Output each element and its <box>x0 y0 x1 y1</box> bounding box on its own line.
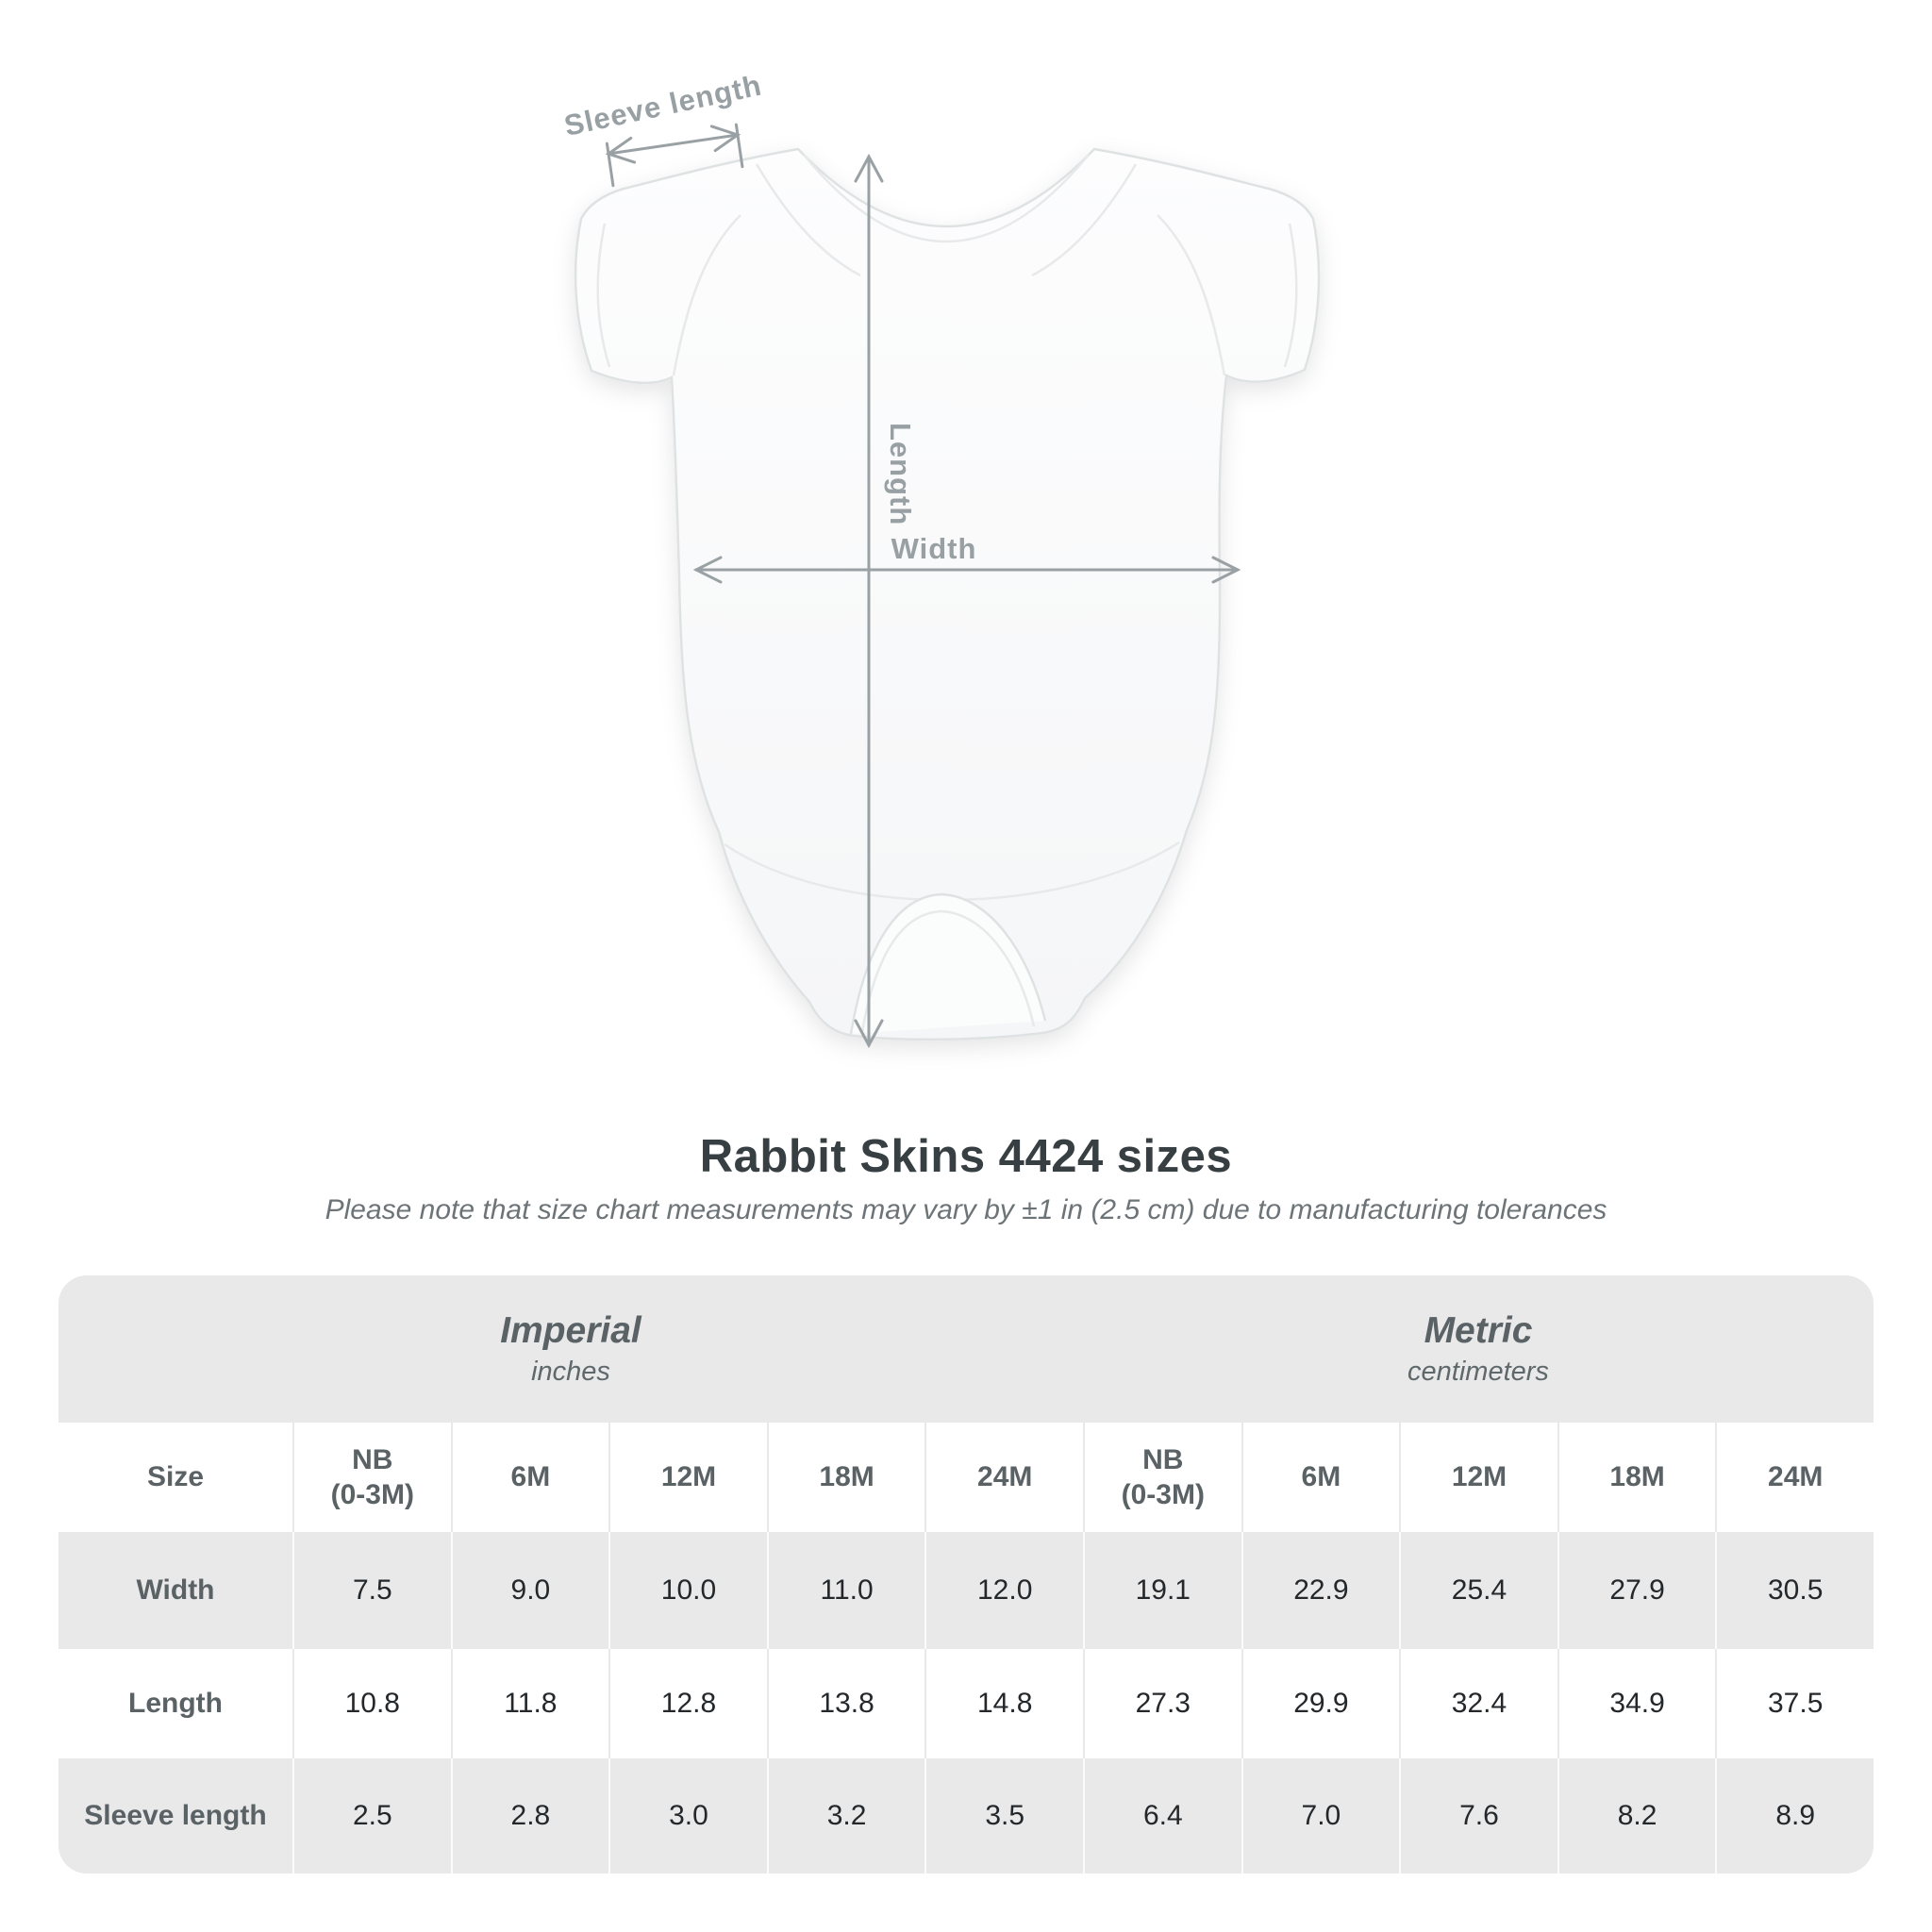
value-cell: 7.5 <box>292 1532 451 1649</box>
value-cell: 34.9 <box>1557 1649 1716 1758</box>
column-header: 18M <box>1557 1423 1716 1532</box>
width-annotation: Width <box>692 532 1241 584</box>
column-header: 6M <box>450 1423 609 1532</box>
column-header: 24M <box>1715 1423 1874 1532</box>
column-header: NB (0-3M) <box>1083 1423 1241 1532</box>
value-cell: 8.2 <box>1557 1758 1716 1874</box>
value-cell: 25.4 <box>1399 1532 1557 1649</box>
size-header: Size <box>58 1423 292 1532</box>
value-cell: 2.8 <box>450 1758 609 1874</box>
value-cell: 11.0 <box>766 1532 925 1649</box>
column-header: 24M <box>924 1423 1083 1532</box>
column-header: NB (0-3M) <box>292 1423 451 1532</box>
value-cell: 13.8 <box>766 1649 925 1758</box>
sleeve-length-label: Sleeve length <box>561 68 764 142</box>
value-cell: 3.5 <box>924 1758 1083 1874</box>
row-label: Width <box>58 1532 292 1649</box>
bodysuit-illustration <box>574 147 1321 1041</box>
column-header: 12M <box>1399 1423 1557 1532</box>
value-cell: 12.8 <box>608 1649 767 1758</box>
page-title: Rabbit Skins 4424 sizes <box>699 1131 1233 1182</box>
column-header: 12M <box>608 1423 767 1532</box>
value-cell: 9.0 <box>450 1532 609 1649</box>
units-header-metric: Metric centimeters <box>1083 1275 1874 1423</box>
value-cell: 3.2 <box>766 1758 925 1874</box>
value-cell: 8.9 <box>1715 1758 1874 1874</box>
section-name: Imperial <box>500 1310 641 1351</box>
column-header: 18M <box>766 1423 925 1532</box>
units-header-imperial: Imperial inches <box>58 1275 1083 1423</box>
length-annotation: Length <box>854 153 917 1049</box>
value-cell: 11.8 <box>450 1649 609 1758</box>
value-cell: 22.9 <box>1241 1532 1400 1649</box>
column-header: 6M <box>1241 1423 1400 1532</box>
value-cell: 27.3 <box>1083 1649 1241 1758</box>
value-cell: 27.9 <box>1557 1532 1716 1649</box>
value-cell: 12.0 <box>924 1532 1083 1649</box>
value-cell: 3.0 <box>608 1758 767 1874</box>
length-axis-label: Length <box>884 423 917 525</box>
section-unit: inches <box>531 1357 610 1387</box>
value-cell: 6.4 <box>1083 1758 1241 1874</box>
value-cell: 10.0 <box>608 1532 767 1649</box>
value-cell: 7.6 <box>1399 1758 1557 1874</box>
value-cell: 10.8 <box>292 1649 451 1758</box>
garment-diagram: Sleeve length Length Width <box>561 68 1321 1049</box>
value-cell: 19.1 <box>1083 1532 1241 1649</box>
width-axis-label: Width <box>891 532 977 565</box>
section-unit: centimeters <box>1407 1357 1549 1387</box>
tolerance-note: Please note that size chart measurements… <box>325 1194 1607 1225</box>
value-cell: 32.4 <box>1399 1649 1557 1758</box>
value-cell: 14.8 <box>924 1649 1083 1758</box>
section-name: Metric <box>1424 1310 1533 1351</box>
value-cell: 29.9 <box>1241 1649 1400 1758</box>
value-cell: 30.5 <box>1715 1532 1874 1649</box>
row-label: Length <box>58 1649 292 1758</box>
value-cell: 2.5 <box>292 1758 451 1874</box>
value-cell: 7.0 <box>1241 1758 1400 1874</box>
value-cell: 37.5 <box>1715 1649 1874 1758</box>
row-label: Sleeve length <box>58 1758 292 1874</box>
size-table: Imperial inches Metric centimeters Size NB (0… <box>58 1275 1874 1874</box>
